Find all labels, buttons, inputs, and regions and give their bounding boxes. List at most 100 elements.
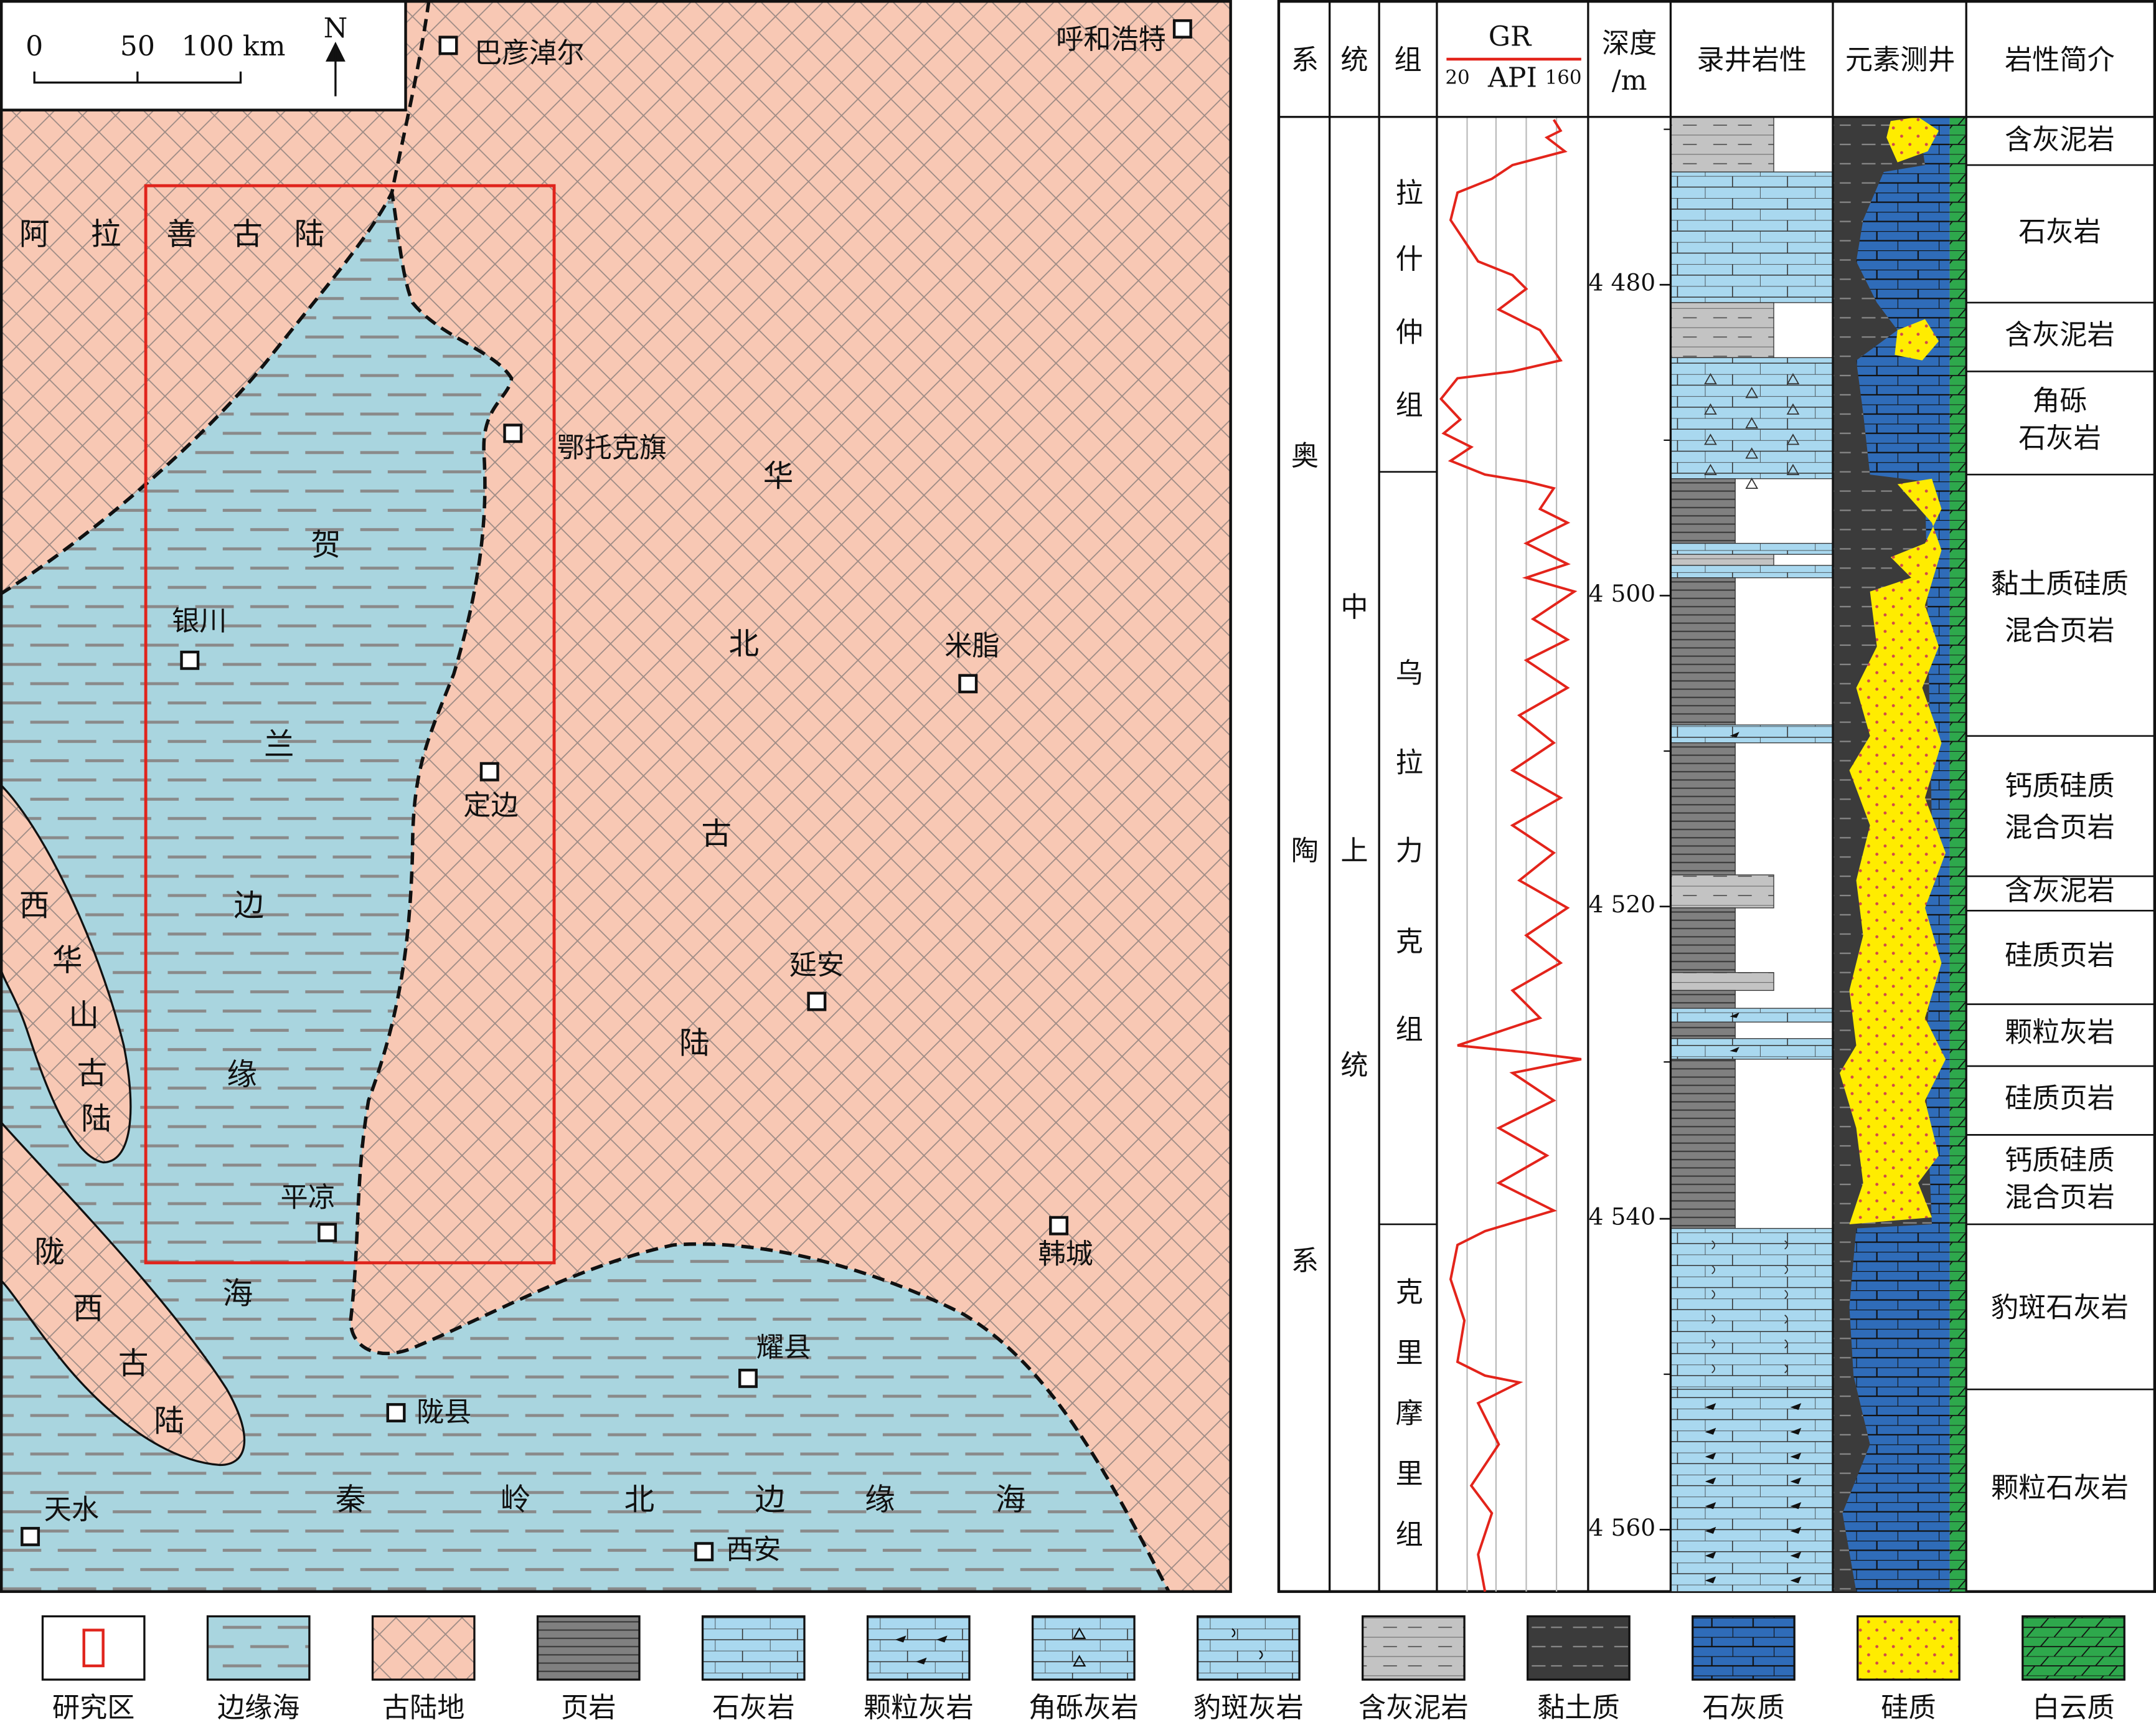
grain-mark — [1790, 1403, 1802, 1411]
dolomite-fraction — [1949, 116, 1967, 1592]
description: 含灰泥岩 — [2005, 124, 2115, 156]
legend-mark — [895, 1635, 906, 1643]
leopard-mark — [1784, 1290, 1788, 1299]
lithology-layer — [1670, 577, 1736, 725]
depth-label: 4 560 — [1589, 1514, 1655, 1541]
city-label: 平凉 — [281, 1182, 336, 1214]
breccia-mark — [1786, 463, 1800, 475]
legend-swatch — [41, 1615, 146, 1681]
city-marker — [694, 1542, 714, 1562]
legend-swatch — [1196, 1615, 1301, 1681]
legend-label: 白云质 — [2032, 1692, 2114, 1724]
lithology-layer — [1670, 1021, 1736, 1039]
description: 硅质页岩 — [2005, 940, 2115, 971]
legend-swatch — [206, 1615, 311, 1681]
breccia-mark — [1786, 403, 1800, 415]
city-label: 天水 — [44, 1494, 99, 1526]
breccia-mark — [1704, 403, 1717, 415]
island — [0, 1119, 246, 1467]
breccia-mark — [1745, 477, 1759, 489]
breccia-mark — [1704, 373, 1717, 385]
city-marker — [386, 1403, 406, 1423]
lithology-layer — [1670, 1038, 1834, 1060]
depth-label: 4 520 — [1589, 891, 1655, 918]
silica-fraction — [1886, 116, 1939, 163]
grain-mark — [1730, 732, 1739, 737]
legend-label: 硅质 — [1881, 1692, 1936, 1724]
breccia-mark — [1745, 417, 1759, 428]
city-label: 巴彦淖尔 — [474, 37, 585, 69]
legend-label: 豹斑灰岩 — [1193, 1692, 1304, 1724]
header: 组 — [1394, 44, 1421, 76]
lithology-layer — [1670, 972, 1774, 991]
north-label: N — [324, 12, 348, 44]
grain-mark — [1705, 1403, 1716, 1411]
grain-mark — [1790, 1576, 1802, 1584]
grain-mark — [1705, 1502, 1716, 1510]
legend-mark — [1259, 1650, 1263, 1660]
leopard-mark — [1784, 1339, 1788, 1349]
city-marker — [438, 35, 458, 55]
description: 含灰泥岩 — [2005, 319, 2115, 351]
breccia-mark — [1786, 433, 1800, 445]
depth-label: 4 540 — [1589, 1203, 1655, 1231]
lithology-layer — [1670, 874, 1774, 909]
city-label: 延安 — [789, 949, 844, 981]
lithology-layer — [1670, 478, 1736, 544]
lithology-layer — [1670, 1227, 1834, 1390]
description: 黏土质硅质 — [1991, 569, 2129, 600]
header: 岩性简介 — [2005, 44, 2115, 76]
sea-boundary — [0, 0, 1170, 1592]
grain-mark — [1705, 1427, 1716, 1435]
leopard-mark — [1784, 1265, 1788, 1275]
lithology-layer — [1670, 1008, 1834, 1023]
leopard-mark — [1711, 1364, 1715, 1374]
leopard-mark — [1784, 1315, 1788, 1324]
city-label: 鄂托克旗 — [557, 432, 667, 464]
lithology-layer — [1670, 990, 1736, 1009]
legend-label: 页岩 — [561, 1692, 616, 1724]
legend-swatch — [371, 1615, 476, 1681]
description: 混合页岩 — [2005, 615, 2115, 647]
grain-mark — [1790, 1526, 1802, 1534]
scale-label: 100 km — [182, 31, 286, 62]
city-label: 西安 — [726, 1534, 781, 1566]
lithology-layer — [1670, 542, 1834, 555]
grain-mark — [1790, 1452, 1802, 1460]
map-frame — [0, 0, 1232, 1593]
city-label: 耀县 — [756, 1331, 811, 1363]
north-arrow — [325, 41, 346, 97]
legend-label: 研究区 — [52, 1692, 134, 1724]
study-area — [144, 184, 556, 1265]
leopard-mark — [1784, 1364, 1788, 1374]
leopard-mark — [1711, 1339, 1715, 1349]
leopard-mark — [1784, 1240, 1788, 1250]
lithology-layer — [1670, 116, 1774, 172]
description: 混合页岩 — [2005, 811, 2115, 843]
lithology-layer — [1670, 1059, 1736, 1229]
city-marker — [1049, 1216, 1069, 1236]
header: 录井岩性 — [1697, 44, 1807, 76]
legend-mark — [1231, 1628, 1236, 1638]
grain-mark — [1730, 1046, 1739, 1052]
city-marker — [807, 991, 827, 1011]
grain-mark — [1790, 1477, 1802, 1485]
leopard-mark — [1711, 1265, 1715, 1275]
silica-fraction — [1840, 478, 1946, 1224]
header: /m — [1612, 65, 1647, 97]
description: 角砾 — [2032, 385, 2087, 417]
city-marker — [503, 423, 523, 443]
header: GR — [1489, 21, 1532, 52]
legend-label: 黏土质 — [1537, 1692, 1619, 1724]
city-label: 韩城 — [1038, 1238, 1093, 1270]
description: 豹斑石灰岩 — [1991, 1292, 2129, 1323]
city-label: 银川 — [172, 605, 227, 637]
lithology-layer — [1670, 742, 1736, 876]
legend-label: 石灰岩 — [712, 1692, 794, 1724]
gr-curve — [1439, 119, 1582, 1592]
city-label: 陇县 — [417, 1396, 471, 1428]
legend-mark — [1072, 1655, 1086, 1667]
description: 钙质硅质 — [2005, 770, 2115, 802]
